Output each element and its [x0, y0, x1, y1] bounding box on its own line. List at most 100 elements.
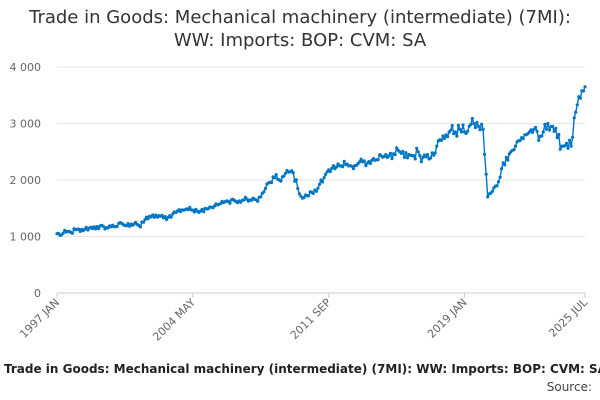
data-point	[200, 207, 204, 211]
data-point	[569, 144, 573, 148]
data-point	[449, 128, 453, 132]
data-point	[435, 144, 439, 148]
data-point	[242, 198, 246, 202]
data-point	[84, 225, 88, 229]
chart-title: Trade in Goods: Mechanical machinery (in…	[0, 6, 600, 52]
data-point	[421, 155, 425, 159]
data-point	[364, 164, 368, 168]
data-point	[384, 153, 388, 157]
data-point	[552, 129, 556, 133]
data-point	[557, 132, 561, 137]
data-point	[486, 195, 490, 199]
data-point	[77, 227, 81, 231]
data-point	[554, 126, 558, 130]
data-point	[70, 231, 74, 235]
data-point	[555, 136, 559, 140]
data-point	[529, 128, 533, 132]
data-point	[97, 227, 101, 231]
data-point	[459, 130, 464, 134]
data-point	[416, 150, 420, 154]
x-tick-label: 2019 JAN	[425, 296, 470, 341]
x-tick-label: 2025 JUL	[546, 295, 590, 339]
data-point	[351, 167, 355, 171]
data-point	[490, 189, 494, 193]
gridlines	[57, 66, 585, 237]
data-point	[500, 167, 504, 171]
data-point	[503, 163, 507, 167]
data-point	[458, 127, 462, 131]
data-point	[575, 103, 579, 107]
data-point	[186, 208, 190, 212]
y-tick-label: 0	[34, 287, 41, 300]
data-point	[138, 225, 142, 229]
data-point	[412, 154, 416, 158]
data-point	[547, 128, 552, 132]
chart-title-line-1: Trade in Goods: Mechanical machinery (in…	[29, 7, 571, 28]
data-point	[334, 165, 338, 169]
data-point	[541, 130, 545, 134]
data-point	[101, 224, 105, 228]
data-point	[405, 156, 410, 160]
data-point	[470, 116, 474, 121]
data-point	[578, 96, 583, 100]
data-point	[270, 180, 274, 185]
data-point	[262, 190, 266, 194]
data-point	[316, 186, 320, 190]
x-tick-label: 2004 MAY	[150, 296, 198, 344]
x-tick-label: 1997 JAN	[17, 296, 62, 341]
data-point	[324, 172, 328, 176]
data-point	[564, 141, 569, 145]
data-point	[558, 147, 562, 151]
data-point	[583, 85, 587, 89]
chart-title-line-2: WW: Imports: BOP: CVM: SA	[173, 30, 427, 51]
data-point	[418, 154, 422, 158]
data-point	[311, 191, 315, 195]
data-point	[317, 182, 322, 186]
data-point	[475, 120, 479, 125]
data-point	[504, 155, 508, 159]
data-point	[297, 192, 301, 196]
data-point	[566, 146, 570, 150]
data-point	[415, 146, 419, 150]
data-point	[328, 169, 332, 174]
data-point	[498, 175, 502, 179]
data-point	[424, 155, 428, 159]
data-point	[571, 135, 575, 139]
data-point	[446, 135, 450, 139]
data-point	[273, 176, 277, 180]
data-point	[537, 138, 541, 142]
data-point	[404, 151, 408, 155]
footer-caption: Trade in Goods: Mechanical machinery (in…	[4, 362, 600, 376]
data-point	[358, 160, 362, 164]
data-point	[419, 160, 423, 164]
data-point	[291, 171, 295, 175]
data-point	[568, 138, 572, 142]
data-point	[362, 159, 366, 163]
data-point	[296, 186, 300, 191]
data-point	[546, 121, 550, 126]
data-point	[540, 134, 544, 138]
y-tick-label: 1 000	[10, 231, 42, 244]
data-point	[495, 184, 499, 188]
footer-source: Source:	[546, 380, 592, 394]
data-point	[263, 186, 267, 191]
data-point	[439, 138, 443, 142]
y-tick-label: 3 000	[10, 118, 42, 131]
data-point	[368, 161, 372, 165]
y-axis: 0 1 000 2 000 3 000 4 000	[10, 61, 42, 300]
data-point	[461, 123, 465, 127]
data-point	[402, 155, 406, 159]
data-point	[393, 153, 397, 157]
x-tick-label: 2011 SEP	[288, 296, 334, 342]
data-point	[466, 129, 470, 133]
data-point	[496, 180, 501, 184]
data-point	[478, 128, 482, 132]
data-point	[302, 196, 306, 200]
data-point	[472, 121, 476, 126]
data-point	[432, 153, 436, 157]
data-point	[330, 166, 334, 170]
series-line	[56, 86, 586, 237]
data-point	[256, 199, 260, 203]
data-point	[518, 138, 522, 142]
data-point	[259, 195, 263, 199]
